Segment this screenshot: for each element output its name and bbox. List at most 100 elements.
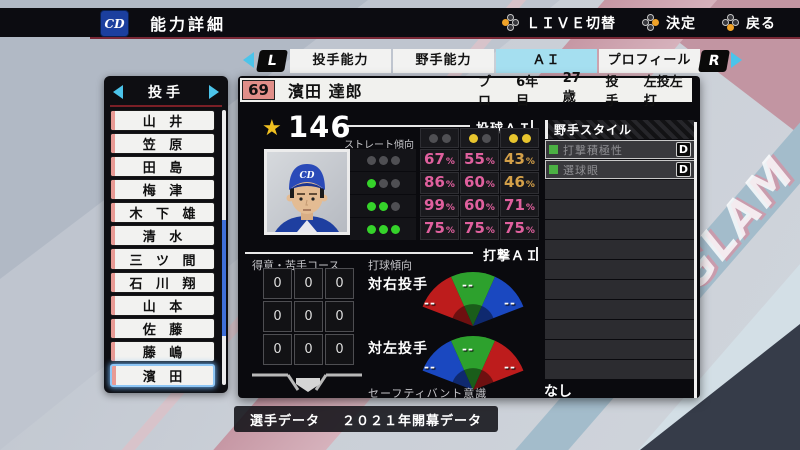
rate-value: 75 [464,219,485,237]
empty-row [545,180,695,199]
rate-unit: % [445,203,455,213]
tab-ai[interactable]: ＡＩ [496,49,597,73]
right-bumper-button[interactable]: R [698,50,730,72]
player-list-item[interactable]: 山 井 [110,110,215,132]
bunt-awareness-value: なし [544,384,572,400]
pitching-ai-table: 67% 55% 43% 86% 60% 46% 99% 60% 71% 75% … [420,128,539,240]
course-cell: 0 [294,268,323,299]
team-logo-text: CD [104,16,125,31]
section-divider-bar [536,247,538,261]
spray-value-right: -- [504,296,516,310]
footer-label: 選手データ [250,413,321,429]
player-sidebar: 投手 山 井 笠 原 田 島 梅 津 木 下 雄 清 水 三 ツ 間 石 川 翔… [104,76,228,393]
chevron-right-icon[interactable] [731,52,742,68]
empty-row [545,240,695,259]
spray-chart-vs-left: -- -- -- [416,320,530,394]
section-divider [347,125,470,127]
player-list-item[interactable]: 藤 嶋 [110,340,215,362]
sidebar-scrollbar-thumb[interactable] [222,220,226,336]
course-cell: 0 [263,268,292,299]
player-list-item[interactable]: 山 本 [110,294,215,316]
fielder-style-panel: 野手スタイル 打撃積極性 D 選球眼 D [545,120,695,379]
rate-value: 46 [504,173,525,191]
pitch-rate-cell: 71% [500,195,539,217]
green-square-icon [549,145,558,154]
sidebar-scrollbar[interactable] [222,110,226,385]
rate-value: 86 [424,173,445,191]
ball-count-dots [350,218,416,240]
rate-unit: % [485,226,495,236]
sidebar-divider [110,105,222,107]
ball-count-dots [350,149,416,171]
course-cell: 0 [325,334,354,365]
tab-profile[interactable]: プロフィール [599,49,700,73]
grade-badge: D [676,162,691,177]
footer-value: ２０２１年開幕データ [342,413,483,429]
spray-chart-vs-right: -- -- -- [416,256,530,330]
batting-ai-section-label: 打撃ＡＩ [483,249,540,264]
player-list-item[interactable]: 清 水 [110,225,215,247]
straight-tendency-label: ストレート傾向 [344,140,414,151]
player-list-item[interactable]: 佐 藤 [110,317,215,339]
empty-row [545,220,695,239]
top-bar-actions: ＬＩＶＥ切替 決定 戻る [502,13,800,33]
back-button[interactable]: 戻る [722,13,776,33]
rate-value: 75 [504,219,525,237]
fielder-style-header: 野手スタイル [545,120,695,139]
rate-unit: % [445,157,455,167]
pitch-rate-cell: 75% [500,218,539,240]
pitch-rate-cell: 86% [420,172,459,194]
player-info-position: 投手 [605,75,619,109]
section-divider-bar [531,120,533,134]
player-list-item[interactable]: 三 ツ 間 [110,248,215,270]
rate-unit: % [485,203,495,213]
course-grid: 0 0 0 0 0 0 0 0 0 [263,268,354,365]
tendency-label: 打球傾向 [368,259,412,272]
player-list-item[interactable]: 梅 津 [110,179,215,201]
confirm-button[interactable]: 決定 [642,13,696,33]
empty-row [545,200,695,219]
pitch-rate-cell: 99% [420,195,459,217]
live-toggle-button[interactable]: ＬＩＶＥ切替 [502,13,616,33]
left-bumper-button[interactable]: L [256,50,288,72]
rate-value: 75 [424,219,445,237]
player-info-years: 6年目 [516,75,539,109]
category-next-icon[interactable] [209,85,219,99]
star-icon: ★ [262,116,282,141]
player-list-item-selected[interactable]: 濱 田 [110,363,215,387]
tab-fielder-ability[interactable]: 野手能力 [393,49,494,73]
strike-count-dots [460,128,499,148]
chevron-left-icon[interactable] [243,52,254,68]
player-list-item[interactable]: 笠 原 [110,133,215,155]
team-logo: CD [100,10,129,37]
sidebar-header: 投手 [110,80,222,104]
rate-unit: % [445,180,455,190]
panel-scrollbar[interactable] [694,122,697,398]
svg-text:CD: CD [300,171,315,181]
tab-pitcher-ability[interactable]: 投手能力 [290,49,391,73]
course-cell: 0 [325,301,354,332]
player-info-throws-bats: 左投左打 [643,75,683,109]
back-label: 戻る [746,15,776,32]
rate-value: 71 [504,196,525,214]
ball-count-dots [350,172,416,194]
fielder-style-label: 選球眼 [563,163,599,177]
rate-unit: % [525,203,535,213]
portrait-illustration: CD [267,152,347,232]
player-list-item[interactable]: 木 下 雄 [110,202,215,224]
category-prev-icon[interactable] [113,85,123,99]
player-info-age: 27歳 [562,71,581,105]
spray-value-left: -- [424,296,436,310]
player-list-item[interactable]: 田 島 [110,156,215,178]
fielder-style-row: 打撃積極性 D [545,140,695,159]
rate-unit: % [525,226,535,236]
player-list-item[interactable]: 石 川 翔 [110,271,215,293]
section-divider [245,252,473,254]
ball-count-dots [350,195,416,217]
player-header: 69 濱田 達郎 プロ 6年目 27歳 投手 左投左打 [240,71,692,109]
accent-line [90,37,800,39]
course-cell: 0 [325,268,354,299]
ability-panel: 69 濱田 達郎 プロ 6年目 27歳 投手 左投左打 ★ 146 [238,71,700,400]
page-title: 能力詳細 [150,14,227,34]
